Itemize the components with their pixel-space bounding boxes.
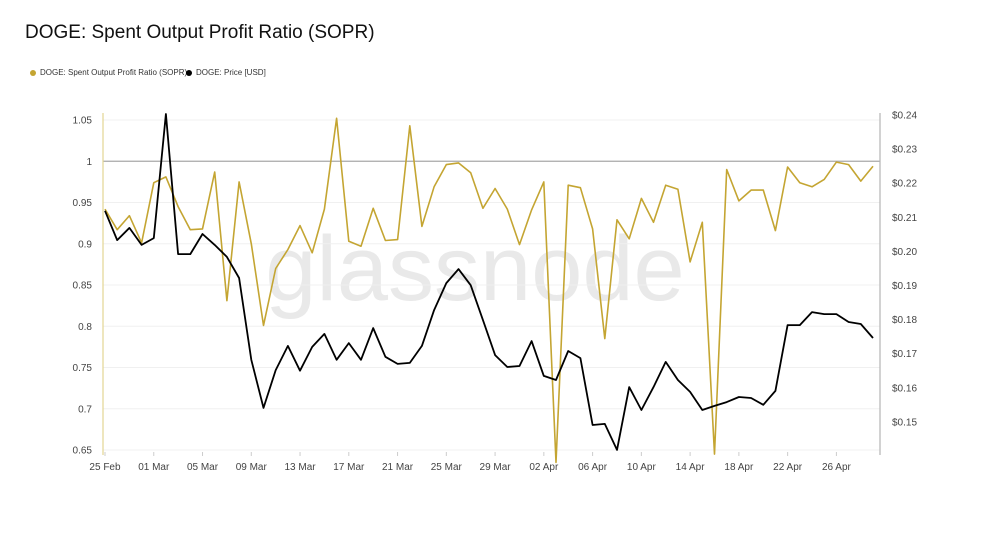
x-tick-label: 17 Mar xyxy=(333,462,365,473)
x-tick-label: 25 Mar xyxy=(431,462,463,473)
legend-item-sopr[interactable]: DOGE: Spent Output Profit Ratio (SOPR) xyxy=(30,68,187,77)
sopr-points xyxy=(104,118,874,463)
price-series-line xyxy=(104,113,874,451)
y-left-tick-label: 1 xyxy=(86,157,92,168)
y-right-tick-label: $0.23 xyxy=(892,145,917,156)
y-left-tick-label: 0.75 xyxy=(73,363,93,374)
legend-label: DOGE: Price [USD] xyxy=(196,68,266,77)
x-tick-label: 29 Mar xyxy=(480,462,512,473)
x-tick-label: 02 Apr xyxy=(529,462,559,473)
y-left-tick-label: 0.8 xyxy=(78,322,92,333)
y-left-tick-label: 0.65 xyxy=(73,446,93,457)
x-tick-label: 10 Apr xyxy=(627,462,657,473)
x-tick-label: 09 Mar xyxy=(236,462,268,473)
sopr-series-line xyxy=(104,117,874,464)
y-right-tick-label: $0.24 xyxy=(892,111,917,122)
y-right-tick-label: $0.20 xyxy=(892,247,917,258)
y-right-tick-label: $0.18 xyxy=(892,315,917,326)
legend-item-price[interactable]: DOGE: Price [USD] xyxy=(186,68,266,77)
x-tick-label: 14 Apr xyxy=(676,462,706,473)
x-tick-label: 25 Feb xyxy=(89,462,121,473)
legend-dot-icon xyxy=(186,69,192,76)
price-points xyxy=(104,113,874,450)
watermark: glassnode xyxy=(265,218,684,320)
legend-dot-icon xyxy=(30,69,36,76)
y-left-tick-label: 0.7 xyxy=(78,404,92,415)
y-left-tick-label: 0.85 xyxy=(73,281,93,292)
legend-label: DOGE: Spent Output Profit Ratio (SOPR) xyxy=(40,68,188,77)
x-tick-label: 22 Apr xyxy=(773,462,803,473)
x-tick-label: 21 Mar xyxy=(382,462,414,473)
chart-title: DOGE: Spent Output Profit Ratio (SOPR) xyxy=(25,22,375,43)
y-left-tick-label: 1.05 xyxy=(73,116,93,127)
y-right-tick-label: $0.16 xyxy=(892,383,917,394)
x-tick-label: 18 Apr xyxy=(724,462,754,473)
x-tick-label: 26 Apr xyxy=(822,462,852,473)
y-left-tick-label: 0.9 xyxy=(78,239,92,250)
x-tick-label: 01 Mar xyxy=(138,462,170,473)
y-right-tick-label: $0.22 xyxy=(892,179,917,190)
x-tick-label: 13 Mar xyxy=(284,462,316,473)
x-tick-label: 05 Mar xyxy=(187,462,219,473)
y-right-tick-label: $0.15 xyxy=(892,417,917,428)
y-right-tick-label: $0.21 xyxy=(892,213,917,224)
x-tick-label: 06 Apr xyxy=(578,462,608,473)
y-left-tick-label: 0.95 xyxy=(73,198,93,209)
y-right-tick-label: $0.17 xyxy=(892,349,917,360)
y-right-tick-label: $0.19 xyxy=(892,281,917,292)
